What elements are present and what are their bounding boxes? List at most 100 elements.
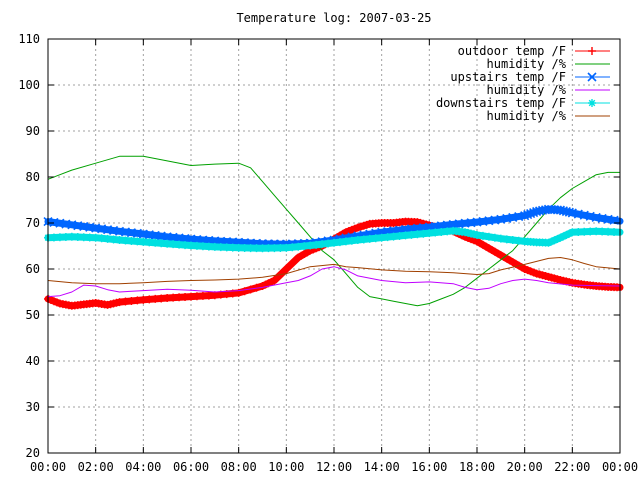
data-point [240, 287, 249, 296]
data-point [588, 47, 596, 55]
data-point [431, 228, 440, 237]
legend-label: upstairs temp /F [450, 70, 566, 84]
y-tick-label: 30 [26, 400, 40, 414]
legend-marker [588, 47, 596, 55]
x-tick-label: 06:00 [173, 460, 209, 474]
data-point [547, 237, 556, 246]
data-point [312, 240, 321, 249]
data-point [565, 229, 574, 238]
data-point [514, 236, 523, 245]
y-tick-label: 70 [26, 216, 40, 230]
series-3 [47, 266, 621, 298]
chart-title: Temperature log: 2007-03-25 [236, 11, 431, 25]
data-point [437, 227, 446, 236]
x-tick-label: 16:00 [411, 460, 447, 474]
data-point [79, 233, 88, 242]
data-point [139, 237, 148, 246]
y-tick-label: 20 [26, 446, 40, 460]
data-point [574, 227, 583, 236]
data-point [91, 233, 100, 242]
data-point [556, 233, 565, 242]
data-point [97, 234, 106, 243]
legend-label: downstairs temp /F [436, 96, 566, 110]
data-point [508, 236, 517, 245]
x-tick-label: 04:00 [125, 460, 161, 474]
data-point [553, 234, 562, 243]
data-point [55, 233, 64, 242]
data-point [246, 244, 255, 253]
series-1 [47, 155, 621, 307]
data-point [216, 243, 225, 252]
data-point [67, 232, 76, 241]
data-point [395, 231, 404, 240]
data-point [383, 233, 392, 242]
data-point [365, 234, 374, 243]
data-point [181, 241, 190, 250]
data-point [335, 238, 344, 247]
data-point [228, 243, 237, 252]
data-point [264, 244, 273, 253]
data-point [300, 242, 309, 251]
series-4 [44, 226, 624, 253]
data-point [240, 243, 249, 252]
series-5 [47, 257, 621, 285]
data-point [419, 229, 428, 238]
axes: 00:00 02:00 04:00 06:00 08:00 10:00 12:00 14:00… [18, 32, 638, 474]
data-point [222, 243, 231, 252]
x-tick-label: 22:00 [554, 460, 590, 474]
data-point [306, 241, 315, 250]
data-point [407, 230, 416, 239]
data-point [252, 244, 261, 253]
data-point [586, 227, 595, 236]
x-tick-label: 12:00 [316, 460, 352, 474]
data-point [604, 227, 613, 236]
data-point [550, 236, 559, 245]
y-tick-label: 110 [18, 32, 40, 46]
x-tick-label: 18:00 [459, 460, 495, 474]
x-tick-label: 00:00 [30, 460, 66, 474]
data-point [443, 227, 452, 236]
data-point [544, 238, 553, 247]
data-point [49, 233, 58, 242]
data-point [73, 233, 82, 242]
y-tick-label: 90 [26, 124, 40, 138]
data-point [109, 235, 118, 244]
y-tick-label: 40 [26, 354, 40, 368]
data-point [371, 234, 380, 243]
series-layer [43, 155, 624, 310]
series-line [47, 257, 621, 285]
x-tick-label: 14:00 [364, 460, 400, 474]
x-tick-label: 00:00 [602, 460, 638, 474]
y-tick-label: 60 [26, 262, 40, 276]
data-point [324, 239, 333, 248]
x-tick-label: 20:00 [507, 460, 543, 474]
data-point [562, 230, 571, 239]
data-point [490, 233, 499, 242]
data-point [61, 233, 70, 242]
legend-label: humidity /% [487, 109, 567, 123]
data-point [341, 237, 350, 246]
y-tick-label: 80 [26, 170, 40, 184]
x-tick-label: 10:00 [268, 460, 304, 474]
data-point [389, 232, 398, 241]
legend-label: humidity /% [487, 57, 567, 71]
data-point [169, 240, 178, 249]
data-point [478, 231, 487, 240]
data-point [526, 209, 536, 219]
data-point [347, 236, 356, 245]
data-point [157, 239, 166, 248]
data-point [151, 238, 160, 247]
legend-marker [587, 72, 597, 82]
data-point [187, 241, 195, 250]
data-point [103, 234, 112, 243]
data-point [425, 229, 434, 238]
legend-marker [588, 99, 596, 107]
data-point [121, 236, 130, 245]
data-point [564, 207, 574, 217]
x-tick-label: 02:00 [78, 460, 114, 474]
data-point [276, 243, 285, 252]
data-point [502, 235, 511, 244]
y-tick-label: 100 [18, 78, 40, 92]
